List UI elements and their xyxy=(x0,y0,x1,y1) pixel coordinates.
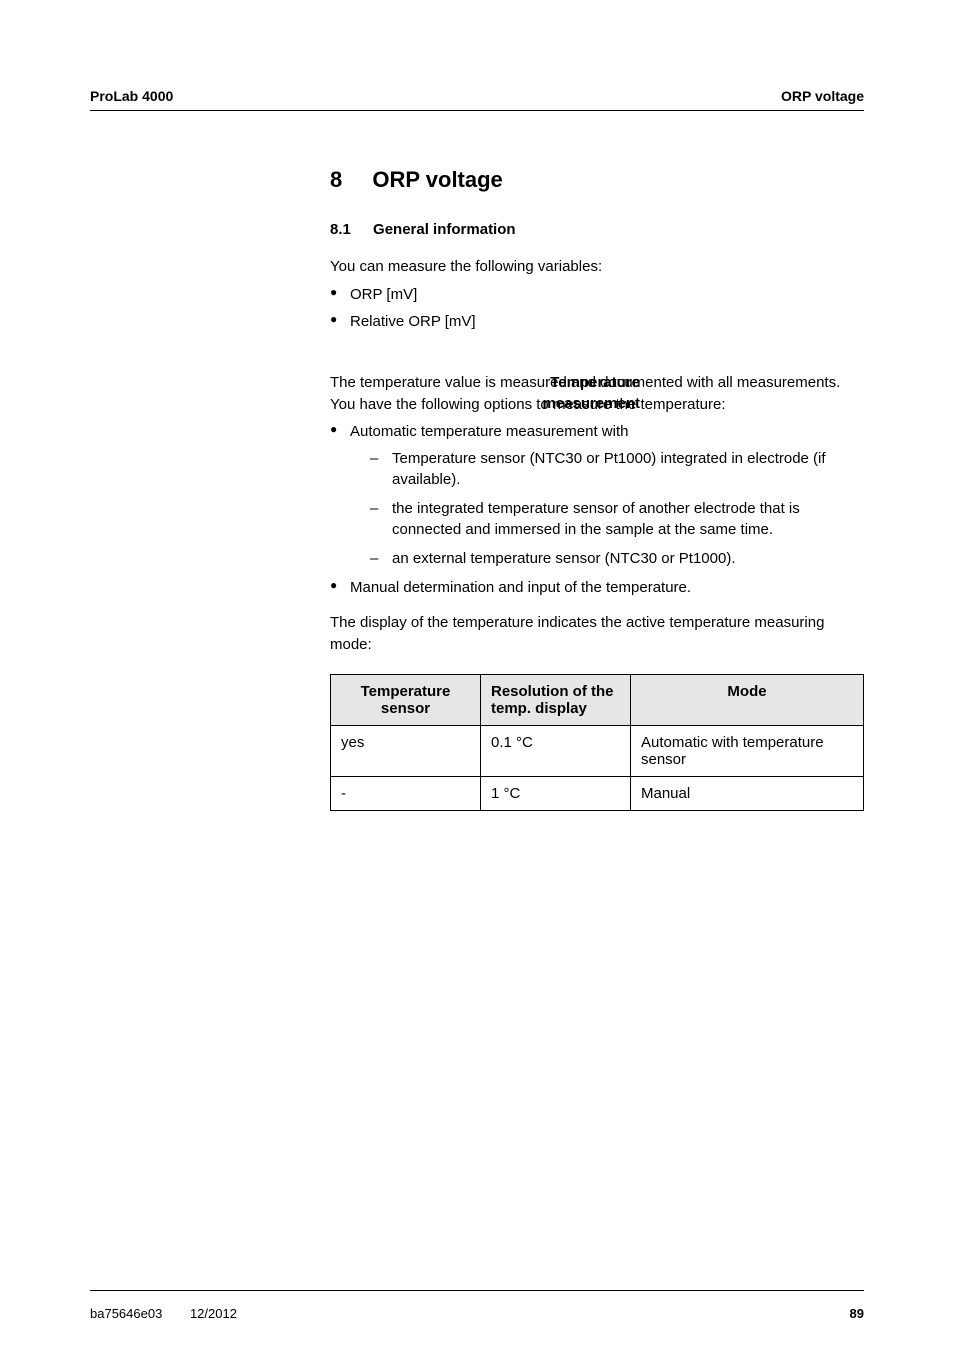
intro-paragraph: You can measure the following variables: xyxy=(330,256,864,278)
table-cell: Automatic with temperature sensor xyxy=(631,725,864,776)
table-header: Temperature sensor xyxy=(331,674,481,725)
section-number: 8.1 xyxy=(330,221,351,238)
list-item: Temperature sensor (NTC30 or Pt1000) int… xyxy=(370,448,864,490)
list-item: the integrated temperature sensor of ano… xyxy=(370,498,864,540)
intro-bullet-list: ORP [mV] Relative ORP [mV] xyxy=(330,284,864,332)
list-item: an external temperature sensor (NTC30 or… xyxy=(370,548,864,569)
bullet-text: Automatic temperature measurement with xyxy=(350,423,628,440)
temp-sub-list: Temperature sensor (NTC30 or Pt1000) int… xyxy=(350,448,864,569)
footer-left: ba75646e03 12/2012 xyxy=(90,1306,261,1321)
temperature-section: Temperature measurement The temperature … xyxy=(330,372,864,811)
footer-date: 12/2012 xyxy=(190,1306,237,1321)
table-cell: - xyxy=(331,776,481,810)
temp-bullet-list: Automatic temperature measurement with T… xyxy=(330,421,864,598)
margin-label: Temperature measurement xyxy=(420,372,640,414)
page-footer: ba75646e03 12/2012 89 xyxy=(90,1306,864,1321)
chapter-text: ORP voltage xyxy=(372,167,502,192)
table-header: Resolution of the temp. display xyxy=(481,674,631,725)
footer-divider xyxy=(90,1290,864,1291)
page-header: ProLab 4000 ORP voltage xyxy=(90,88,864,110)
section-text: General information xyxy=(373,221,516,238)
header-divider xyxy=(90,110,864,111)
chapter-title: 8 ORP voltage xyxy=(330,167,864,193)
section-title: 8.1 General information xyxy=(330,221,864,238)
content-area: 8 ORP voltage 8.1 General information Yo… xyxy=(330,167,864,811)
table-row: yes 0.1 °C Automatic with temperature se… xyxy=(331,725,864,776)
list-item: ORP [mV] xyxy=(330,284,864,305)
table-header-row: Temperature sensor Resolution of the tem… xyxy=(331,674,864,725)
footer-doc-id: ba75646e03 xyxy=(90,1306,162,1321)
margin-label-line1: Temperature xyxy=(550,374,640,391)
table-cell: 1 °C xyxy=(481,776,631,810)
table-cell: 0.1 °C xyxy=(481,725,631,776)
margin-label-line2: measurement xyxy=(542,395,640,412)
footer-page-number: 89 xyxy=(850,1306,864,1321)
table-cell: yes xyxy=(331,725,481,776)
temperature-table: Temperature sensor Resolution of the tem… xyxy=(330,674,864,811)
table-row: - 1 °C Manual xyxy=(331,776,864,810)
list-item: Automatic temperature measurement with T… xyxy=(330,421,864,569)
header-right: ORP voltage xyxy=(781,88,864,104)
list-item: Relative ORP [mV] xyxy=(330,311,864,332)
chapter-number: 8 xyxy=(330,167,342,193)
header-left: ProLab 4000 xyxy=(90,88,173,104)
list-item: Manual determination and input of the te… xyxy=(330,577,864,598)
table-cell: Manual xyxy=(631,776,864,810)
table-header: Mode xyxy=(631,674,864,725)
temp-paragraph-3: The display of the temperature indicates… xyxy=(330,612,864,656)
